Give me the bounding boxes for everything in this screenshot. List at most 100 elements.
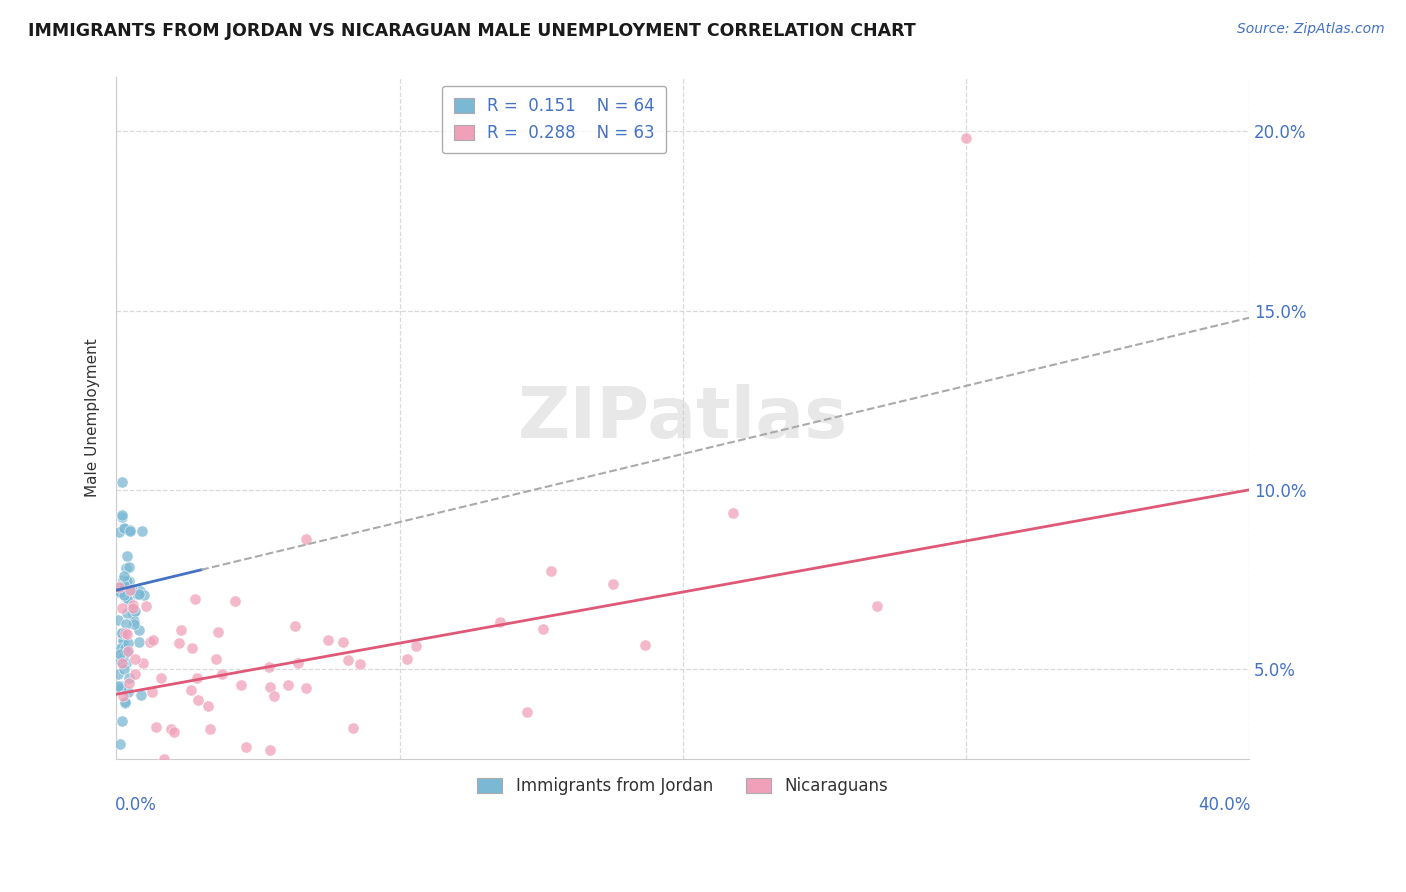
Point	[115, 626, 138, 640]
Point	[287, 656, 309, 670]
Point	[108, 579, 131, 593]
Point	[120, 583, 142, 598]
Point	[131, 524, 153, 539]
Point	[115, 657, 138, 671]
Point	[117, 684, 139, 698]
Text: 40.0%: 40.0%	[1198, 797, 1250, 814]
Point	[181, 640, 204, 655]
Point	[139, 635, 162, 649]
Point	[180, 682, 202, 697]
Point	[110, 681, 132, 696]
Point	[150, 671, 173, 685]
Point	[395, 652, 418, 666]
Point	[211, 667, 233, 681]
Point	[112, 657, 135, 671]
Text: ZIPatlas: ZIPatlas	[517, 384, 848, 452]
Point	[316, 632, 339, 647]
Point	[114, 696, 136, 710]
Text: IMMIGRANTS FROM JORDAN VS NICARAGUAN MALE UNEMPLOYMENT CORRELATION CHART: IMMIGRANTS FROM JORDAN VS NICARAGUAN MAL…	[28, 22, 915, 40]
Point	[145, 719, 167, 733]
Point	[124, 604, 146, 618]
Point	[163, 725, 186, 739]
Point	[112, 578, 135, 592]
Point	[124, 651, 146, 665]
Point	[231, 678, 253, 692]
Point	[111, 508, 134, 522]
Point	[115, 606, 138, 620]
Point	[110, 626, 132, 640]
Point	[111, 601, 134, 615]
Point	[132, 656, 155, 670]
Point	[111, 509, 134, 524]
Point	[112, 649, 135, 664]
Point	[866, 599, 889, 614]
Point	[112, 662, 135, 676]
Point	[118, 675, 141, 690]
Point	[110, 585, 132, 599]
Point	[112, 520, 135, 534]
Point	[128, 586, 150, 600]
Point	[259, 743, 281, 757]
Point	[160, 722, 183, 736]
Y-axis label: Male Unemployment: Male Unemployment	[86, 339, 100, 498]
Point	[115, 645, 138, 659]
Point	[115, 591, 138, 605]
Point	[118, 524, 141, 538]
Point	[107, 679, 129, 693]
Point	[114, 560, 136, 574]
Point	[112, 633, 135, 648]
Point	[118, 574, 141, 588]
Point	[602, 577, 624, 591]
Point	[205, 651, 228, 665]
Point	[235, 739, 257, 754]
Text: 0.0%: 0.0%	[115, 797, 157, 814]
Point	[955, 131, 977, 145]
Point	[117, 644, 139, 658]
Point	[489, 615, 512, 630]
Point	[197, 699, 219, 714]
Point	[112, 588, 135, 602]
Point	[516, 705, 538, 719]
Point	[342, 721, 364, 735]
Point	[107, 666, 129, 681]
Point	[141, 685, 163, 699]
Point	[111, 626, 134, 640]
Point	[187, 693, 209, 707]
Point	[284, 618, 307, 632]
Legend: Immigrants from Jordan, Nicaraguans: Immigrants from Jordan, Nicaraguans	[471, 770, 896, 802]
Point	[122, 607, 145, 621]
Point	[135, 599, 157, 613]
Point	[132, 588, 155, 602]
Point	[332, 634, 354, 648]
Point	[122, 598, 145, 612]
Point	[110, 586, 132, 600]
Point	[277, 678, 299, 692]
Point	[107, 613, 129, 627]
Point	[721, 506, 744, 520]
Point	[124, 666, 146, 681]
Point	[405, 640, 427, 654]
Point	[114, 640, 136, 655]
Point	[142, 632, 165, 647]
Point	[122, 614, 145, 628]
Point	[118, 671, 141, 685]
Point	[108, 648, 131, 662]
Point	[531, 622, 554, 636]
Point	[128, 623, 150, 637]
Point	[129, 689, 152, 703]
Point	[128, 634, 150, 648]
Point	[108, 737, 131, 751]
Text: Source: ZipAtlas.com: Source: ZipAtlas.com	[1237, 22, 1385, 37]
Point	[114, 626, 136, 640]
Point	[186, 671, 208, 685]
Point	[115, 549, 138, 564]
Point	[112, 569, 135, 583]
Point	[170, 623, 193, 637]
Point	[108, 525, 131, 540]
Point	[114, 695, 136, 709]
Point	[111, 475, 134, 489]
Point	[263, 689, 285, 703]
Point	[183, 592, 205, 607]
Point	[118, 595, 141, 609]
Point	[259, 660, 281, 674]
